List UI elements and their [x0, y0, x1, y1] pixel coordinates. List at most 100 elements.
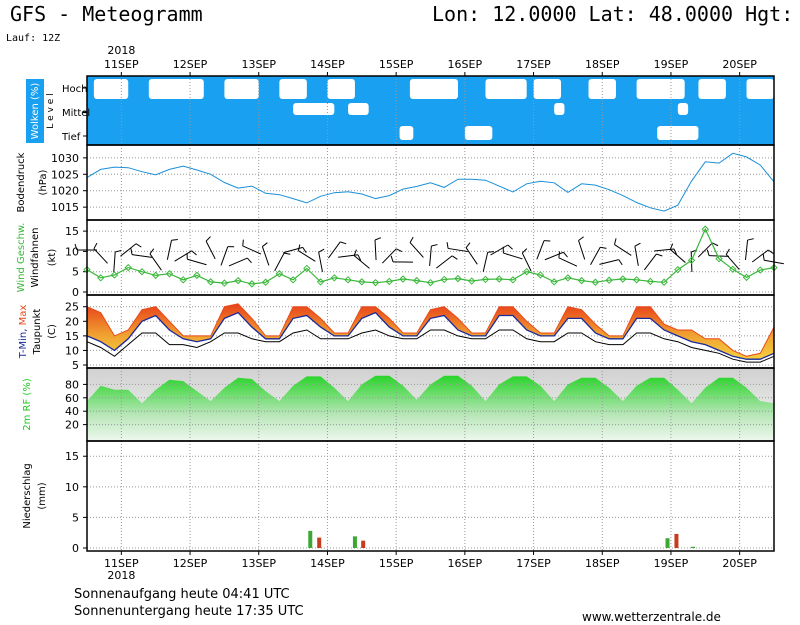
y-tick-label: 20 — [65, 315, 79, 328]
wind-barb — [697, 242, 719, 258]
wind-speed-point — [770, 263, 778, 272]
y-tick-label: 20 — [65, 419, 79, 432]
wind-speed-point — [371, 278, 380, 287]
wind-speed-point — [605, 276, 613, 284]
wind-speed-point — [344, 276, 352, 284]
cloud-level-label: Tief — [61, 132, 81, 143]
wind-speed-point — [97, 274, 105, 282]
clear-sky-patch — [348, 103, 369, 115]
clear-sky-patch — [485, 79, 527, 99]
wind-speed-point — [495, 275, 503, 283]
wind-barb — [283, 246, 307, 254]
x-tick-label-top: 15SEP — [379, 58, 414, 71]
precip-ylabel: Niederschlag — [22, 463, 33, 528]
wind-speed-point — [632, 276, 641, 284]
wind-barb — [536, 240, 551, 260]
x-tick-label-top: 11SEP — [104, 58, 139, 71]
wind-speed-point — [756, 266, 764, 274]
clear-sky-patch — [698, 79, 726, 99]
sunset-text: Sonnenuntergang heute 17:35 UTC — [74, 604, 304, 619]
x-tick-label-top: 20SEP — [722, 58, 757, 71]
tmin-line — [86, 311, 775, 360]
panel-frame — [86, 440, 775, 552]
x-year-bottom: 2018 — [107, 569, 135, 582]
wind-barb — [725, 248, 740, 270]
y-tick-label: 10 — [65, 245, 79, 258]
wind-barb — [93, 242, 108, 264]
precip-bar — [690, 546, 695, 548]
wind-speed-point — [193, 271, 201, 280]
clear-sky-patch — [93, 79, 129, 99]
wind-speed-point — [399, 275, 407, 283]
wind-barb — [558, 251, 578, 267]
wind-barb — [318, 248, 325, 272]
wind-speed-point — [248, 280, 256, 288]
x-tick-label-bottom: 15SEP — [379, 557, 414, 570]
tmax-line — [86, 303, 775, 357]
wind-speed-point — [330, 274, 339, 282]
wind-barb — [613, 238, 632, 256]
wind-barb — [669, 243, 686, 263]
x-tick-label-bottom: 17SEP — [516, 557, 551, 570]
precip-bar — [352, 536, 357, 548]
wind-speed-point — [468, 277, 476, 285]
wind-barb — [130, 248, 152, 258]
clear-sky-patch — [636, 79, 685, 99]
wind-speed-point — [110, 271, 119, 279]
pressure-unit: (hPa) — [38, 169, 49, 195]
wind-speed-point — [385, 277, 393, 286]
clear-sky-patch — [554, 103, 565, 115]
wind-speed-point — [138, 267, 146, 276]
wind-barb — [436, 255, 458, 269]
clear-sky-patch — [399, 126, 414, 140]
y-tick-label: 10 — [65, 344, 79, 357]
wind-barb — [186, 252, 207, 266]
dewpoint-ylabel: Taupunkt — [32, 309, 43, 356]
clear-sky-patch — [657, 126, 699, 140]
wind-barb — [654, 248, 678, 255]
dewpoint-line — [86, 329, 775, 363]
x-tick-label-top: 12SEP — [173, 58, 208, 71]
x-tick-label-bottom: 19SEP — [654, 557, 689, 570]
x-tick-label-top: 17SEP — [516, 58, 551, 71]
temperature-unit: (C) — [47, 324, 58, 339]
wind-speed-point — [481, 275, 490, 284]
wind-speed-point — [261, 278, 270, 286]
x-tick-label-bottom: 14SEP — [310, 557, 345, 570]
x-tick-label-bottom: 16SEP — [448, 557, 483, 570]
wind-barb — [409, 236, 424, 258]
x-tick-label-top: 19SEP — [654, 58, 689, 71]
x-tick-label-bottom: 11SEP — [104, 557, 139, 570]
x-tick-label-bottom: 13SEP — [241, 557, 276, 570]
wind-speed-point — [687, 256, 696, 265]
page-title: GFS - Meteogramm — [10, 2, 203, 26]
y-tick-label: 40 — [65, 405, 79, 418]
wind-speed-point — [591, 278, 600, 286]
x-year-top: 2018 — [107, 44, 135, 57]
x-tick-label-top: 16SEP — [448, 58, 483, 71]
wind-barb — [205, 236, 216, 260]
y-tick-label: 5 — [72, 359, 79, 372]
wind-unit: (kt) — [47, 249, 58, 267]
wind-speed-point — [413, 276, 421, 285]
wind-barb — [297, 244, 316, 262]
wind-barb — [643, 253, 663, 271]
wind-barb — [490, 244, 513, 256]
level-ylabel: L e v e l — [46, 93, 56, 128]
wind-speed-point — [715, 255, 723, 263]
y-tick-label: 5 — [72, 511, 79, 524]
wind-barb — [120, 243, 142, 257]
wind-speed-point — [303, 264, 311, 273]
pressure-ylabel: Bodendruck — [16, 152, 27, 212]
wind-ylabel: Wind Geschw. — [16, 223, 27, 293]
y-tick-label: 15 — [65, 450, 79, 463]
cloud-ylabel: Wolken (%) — [30, 83, 41, 140]
wind-barb — [390, 255, 414, 263]
wind-barb — [502, 246, 523, 260]
y-tick-label: 10 — [65, 481, 79, 494]
wind-speed-point — [660, 278, 668, 286]
website-credit: www.wetterzentrale.de — [582, 610, 721, 624]
wind-barb — [751, 249, 774, 263]
y-tick-label: 15 — [65, 330, 79, 343]
